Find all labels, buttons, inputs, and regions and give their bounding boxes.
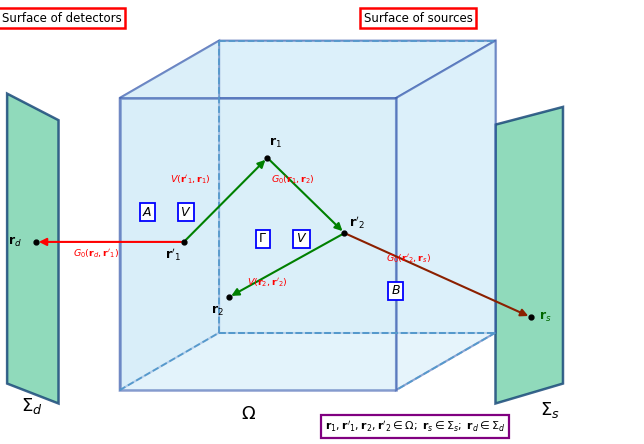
Text: $\Sigma_s$: $\Sigma_s$ [540,400,560,420]
Text: $V(\mathbf{r}'_1, \mathbf{r}_1)$: $V(\mathbf{r}'_1, \mathbf{r}_1)$ [170,174,211,186]
Polygon shape [495,107,563,404]
Text: $G_0(\mathbf{r}'_2, \mathbf{r}_s)$: $G_0(\mathbf{r}'_2, \mathbf{r}_s)$ [386,252,431,265]
Text: $\mathbf{r}'_1$: $\mathbf{r}'_1$ [165,247,181,263]
Text: $G_0(\mathbf{r}_d, \mathbf{r}'_1)$: $G_0(\mathbf{r}_d, \mathbf{r}'_1)$ [73,248,118,260]
Polygon shape [396,40,495,390]
Text: Surface of detectors: Surface of detectors [2,12,122,25]
Text: $\mathbf{r}_s$: $\mathbf{r}_s$ [539,310,552,324]
Text: $G_0(\mathbf{r}_1, \mathbf{r}_2)$: $G_0(\mathbf{r}_1, \mathbf{r}_2)$ [271,173,315,186]
Text: $\mathbf{r}'_2$: $\mathbf{r}'_2$ [350,214,365,231]
Text: $\mathbf{r}_1, \mathbf{r}'_1, \mathbf{r}_2, \mathbf{r}'_2 \in \Omega;\;\mathbf{r: $\mathbf{r}_1, \mathbf{r}'_1, \mathbf{r}… [325,419,506,434]
Text: $\mathbf{r}_d$: $\mathbf{r}_d$ [8,235,22,249]
Polygon shape [219,40,495,333]
Polygon shape [7,94,59,404]
Text: $\mathit{B}$: $\mathit{B}$ [391,284,401,297]
Polygon shape [120,40,495,98]
Text: $V(\mathbf{r}_2, \mathbf{r}'_2)$: $V(\mathbf{r}_2, \mathbf{r}'_2)$ [247,277,288,289]
Polygon shape [120,40,219,390]
Text: $\Omega$: $\Omega$ [241,405,256,423]
Text: $V$: $V$ [180,206,191,219]
Text: $\mathit{A}$: $\mathit{A}$ [142,206,153,219]
Text: $\mathbf{r}_1$: $\mathbf{r}_1$ [269,136,282,150]
Text: $\Sigma_d$: $\Sigma_d$ [21,396,43,416]
Polygon shape [120,98,396,390]
Text: $V$: $V$ [296,232,307,246]
Text: $\mathit{\Gamma}$: $\mathit{\Gamma}$ [258,232,267,246]
Text: $\mathbf{r}_2$: $\mathbf{r}_2$ [211,304,224,318]
Text: Surface of sources: Surface of sources [364,12,473,25]
